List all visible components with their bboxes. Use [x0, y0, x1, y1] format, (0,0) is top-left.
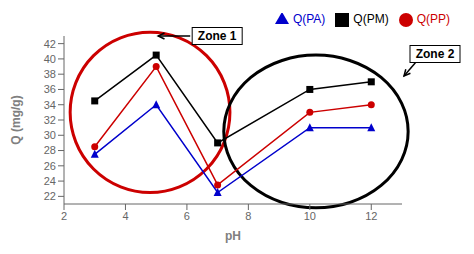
svg-text:12: 12	[365, 210, 377, 222]
html-text:Q(PM): Q(PM)	[353, 12, 389, 26]
html-text:Q(PP): Q(PP)	[416, 12, 450, 26]
svg-text:Zone 2: Zone 2	[416, 47, 455, 61]
svg-text:2: 2	[61, 210, 67, 222]
svg-text:42: 42	[44, 38, 56, 50]
svg-text:6: 6	[184, 210, 190, 222]
svg-text:8: 8	[245, 210, 251, 222]
svg-text:38: 38	[44, 68, 56, 80]
svg-text:Q (mg/g): Q (mg/g)	[9, 95, 23, 144]
svg-text:32: 32	[44, 114, 56, 126]
svg-text:28: 28	[44, 144, 56, 156]
svg-text:4: 4	[122, 210, 128, 222]
svg-text:26: 26	[44, 160, 56, 172]
html-text:Q(PA): Q(PA)	[292, 12, 326, 26]
svg-text:34: 34	[44, 99, 56, 111]
svg-text:Zone 1: Zone 1	[198, 29, 237, 43]
svg-text:40: 40	[44, 53, 56, 65]
svg-text:24: 24	[44, 175, 56, 187]
svg-text:10: 10	[304, 210, 316, 222]
svg-text:30: 30	[44, 129, 56, 141]
svg-text:22: 22	[44, 190, 56, 202]
svg-text:36: 36	[44, 83, 56, 95]
svg-text:pH: pH	[225, 229, 241, 243]
